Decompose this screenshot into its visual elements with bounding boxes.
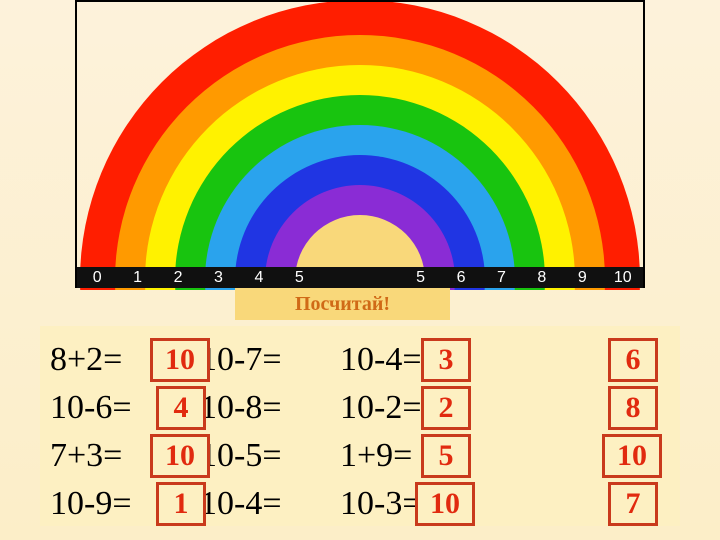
numline-gap (320, 267, 401, 288)
numline-cell: 8 (522, 267, 562, 288)
numline-cell: 5 (279, 267, 319, 288)
numline-cell: 4 (239, 267, 279, 288)
numline-cell: 7 (481, 267, 521, 288)
numline-cell: 2 (158, 267, 198, 288)
answer-box[interactable]: 10 (150, 434, 210, 478)
numline-cell: 1 (117, 267, 157, 288)
answer-box[interactable]: 3 (421, 338, 471, 382)
answer-box[interactable]: 10 (602, 434, 662, 478)
problem-text: 10-6= (50, 384, 170, 432)
numline-cell: 0 (77, 267, 117, 288)
number-line: 0123455678910 (77, 267, 643, 288)
numline-cell: 3 (198, 267, 238, 288)
answer-box[interactable]: 8 (608, 386, 658, 430)
answer-box[interactable]: 7 (608, 482, 658, 526)
problem-text: 10-4= (200, 480, 320, 528)
answer-box[interactable]: 5 (421, 434, 471, 478)
problem-text: 10-8= (200, 384, 320, 432)
rainbow (75, 0, 645, 290)
answer-box[interactable]: 4 (156, 386, 206, 430)
heading-label: Посчитай! (235, 288, 450, 320)
numline-cell: 6 (441, 267, 481, 288)
numline-cell: 10 (603, 267, 643, 288)
problem-column-2: 10-7=10-8=10-5=10-4= (200, 336, 320, 528)
answer-box[interactable]: 2 (421, 386, 471, 430)
slide-stage: 0123455678910 Посчитай! 8+2=10-6=7+3=10-… (0, 0, 720, 540)
problem-text: 10-5= (200, 432, 320, 480)
answer-box[interactable]: 1 (156, 482, 206, 526)
answer-box[interactable]: 10 (415, 482, 475, 526)
problems-panel: 8+2=10-6=7+3=10-9= 10-7=10-8=10-5=10-4= … (40, 326, 680, 526)
answer-box[interactable]: 6 (608, 338, 658, 382)
numline-cell: 9 (562, 267, 602, 288)
numline-cell: 5 (400, 267, 440, 288)
problem-text: 10-9= (50, 480, 170, 528)
problem-text: 10-7= (200, 336, 320, 384)
answer-box[interactable]: 10 (150, 338, 210, 382)
